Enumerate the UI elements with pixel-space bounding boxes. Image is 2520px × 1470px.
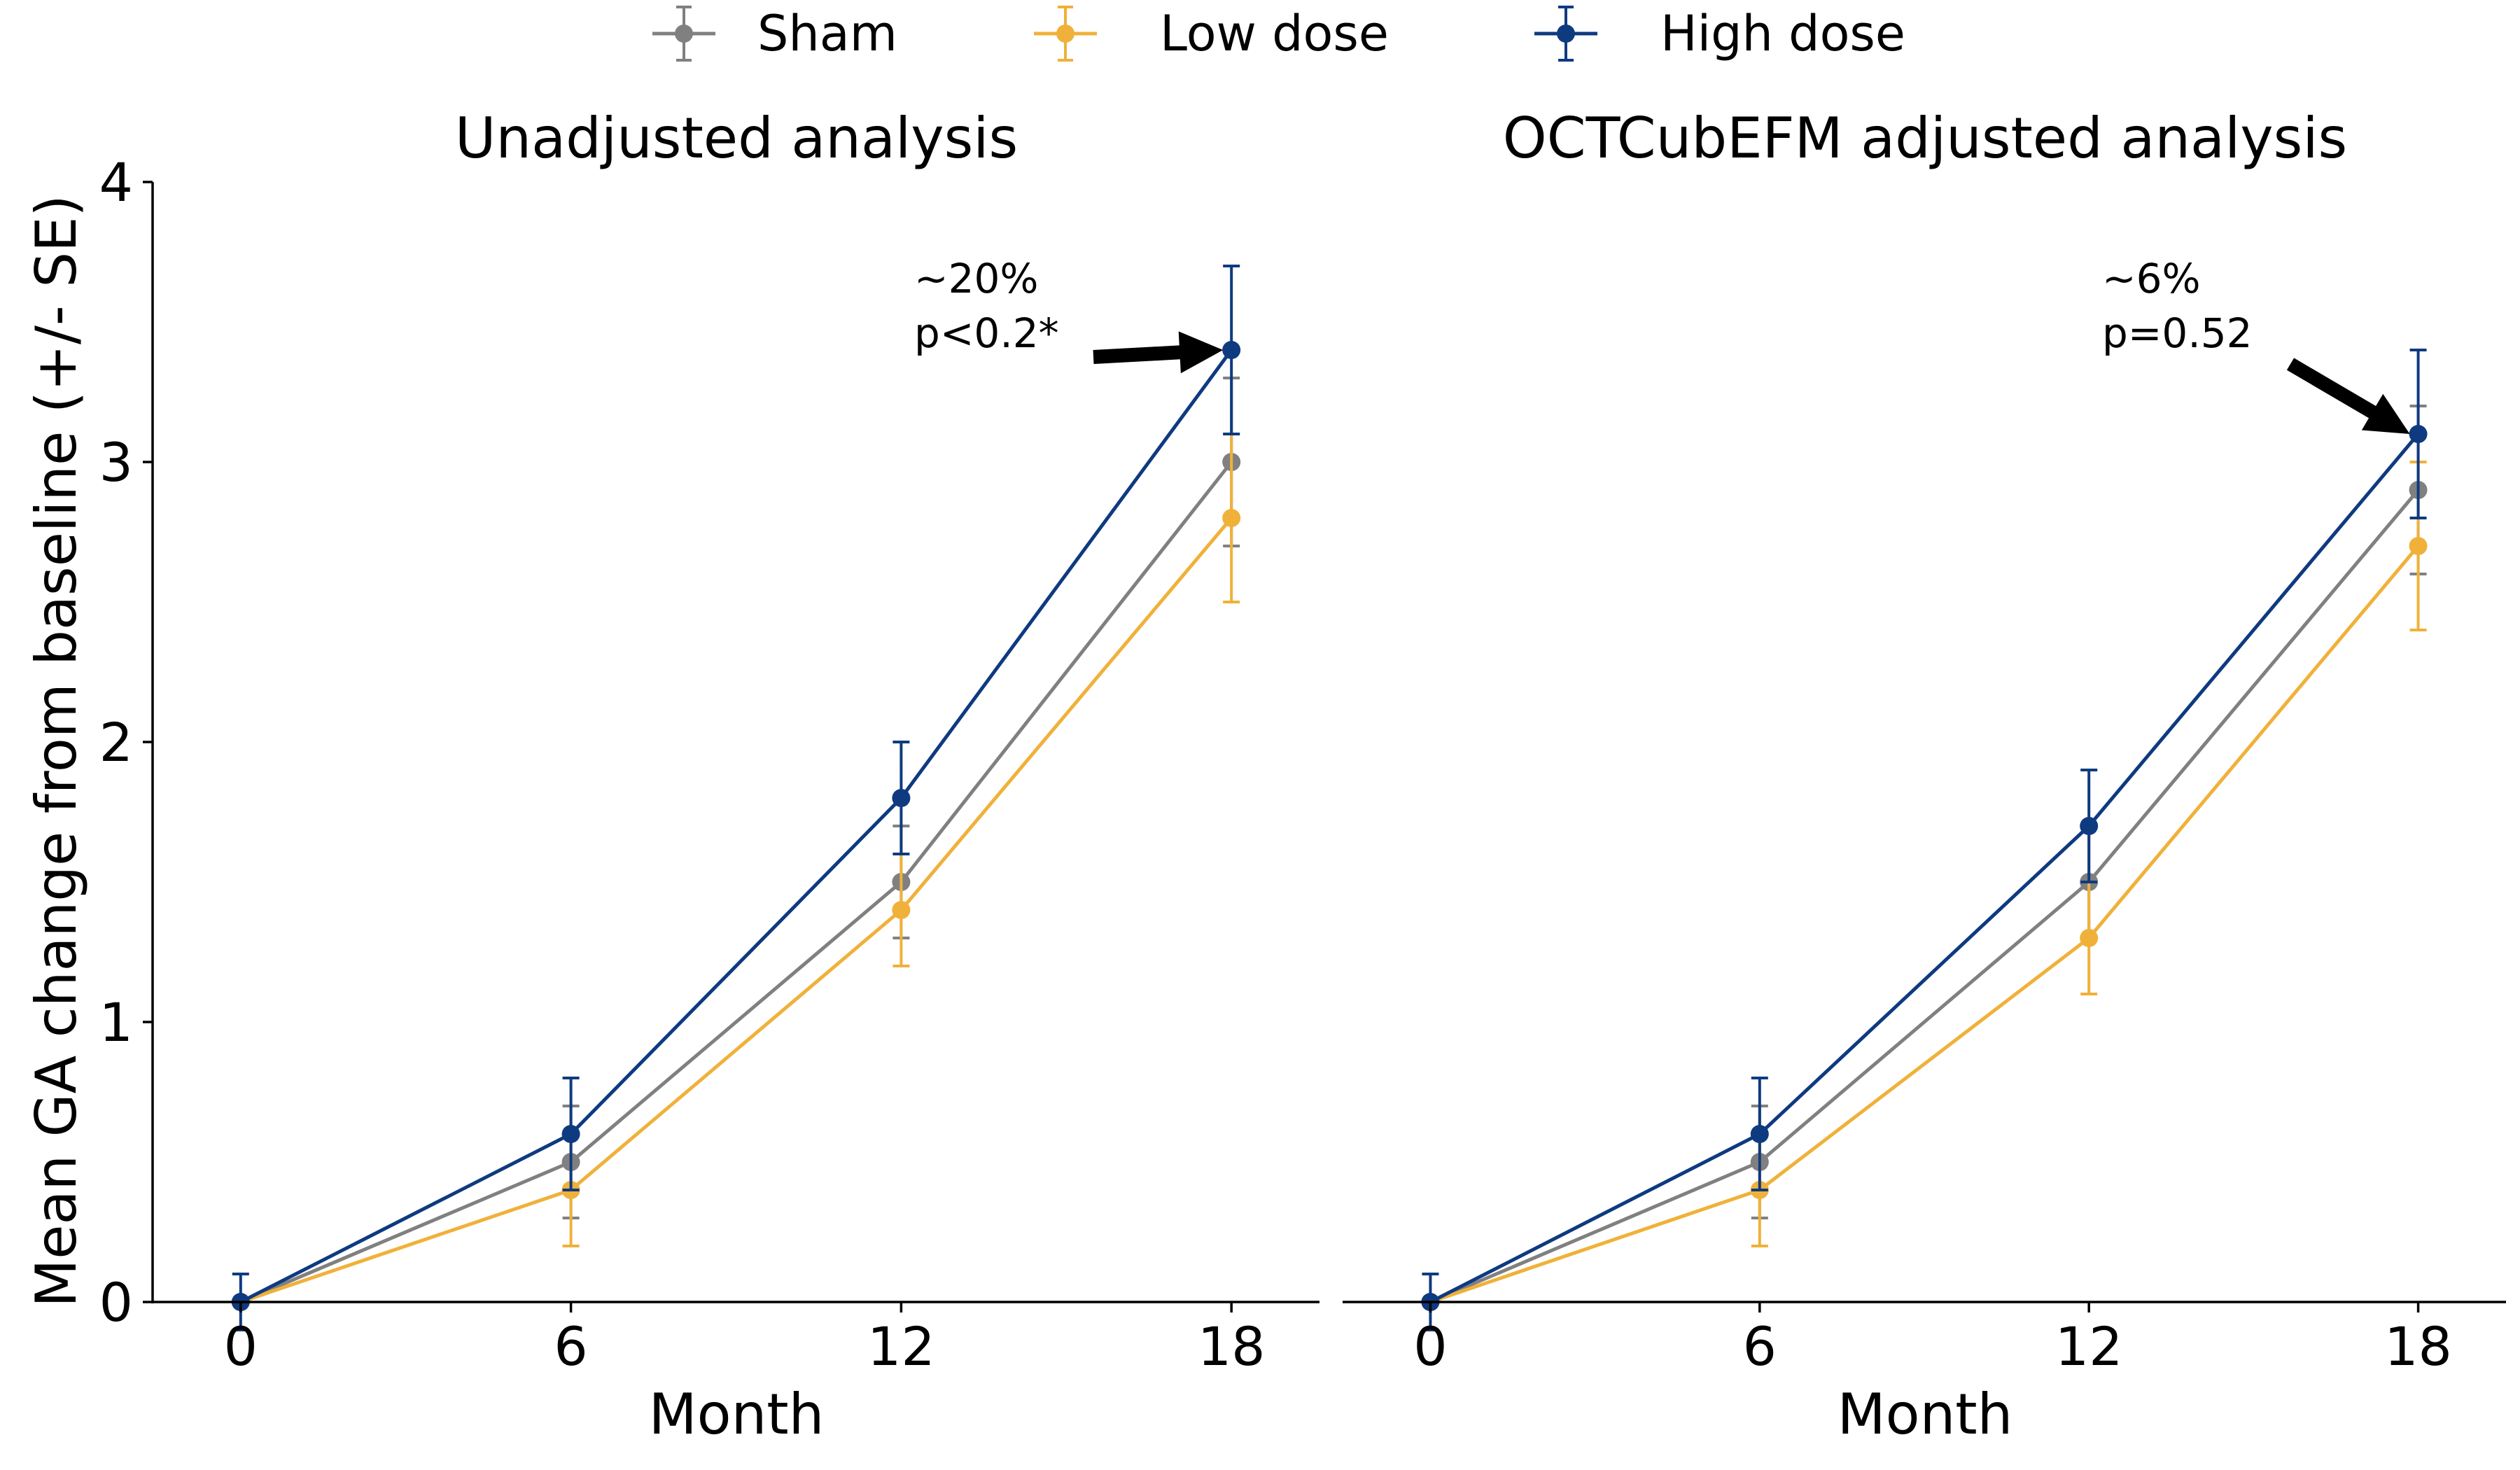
x-axis-label-unadjusted: Month [649, 1382, 825, 1447]
x-tick-label-6: 6 [554, 1315, 587, 1378]
x-tick-label-12: 12 [2055, 1315, 2123, 1378]
plot-area-unadjusted [231, 265, 1241, 1331]
x-tick-label-0: 0 [1413, 1315, 1447, 1378]
legend-entry-low-dose: Low dose [1034, 5, 1389, 62]
legend-label-low-dose: Low dose [1160, 5, 1389, 62]
data-point-high-dose [2080, 817, 2099, 835]
x-ticks-adjusted: 0 6 12 18 [1413, 1302, 2452, 1378]
y-tick-label-0: 0 [99, 1271, 133, 1334]
series-line-sham [1429, 489, 2420, 1304]
annotation-pvalue-adjusted: p=0.52 [2102, 309, 2253, 357]
legend-dot-high-dose [1557, 24, 1575, 43]
annotation-arrow-adjusted [2286, 358, 2410, 434]
legend-marker-sham [652, 6, 715, 62]
data-point-low-dose [1222, 509, 1241, 527]
panel-title-adjusted: OCTCubEFM adjusted analysis [1503, 106, 2347, 171]
data-point-low-dose [2080, 929, 2099, 947]
annotation-pvalue-unadjusted: p<0.2* [914, 309, 1059, 357]
annotation-percent-unadjusted: ~20% [914, 255, 1039, 302]
y-tick-label-1: 1 [99, 991, 133, 1054]
series-high-dose [1421, 349, 2428, 1331]
series-line-low-dose [240, 517, 1233, 1304]
x-tick-label-6: 6 [1743, 1315, 1777, 1378]
y-ticks: 0 1 2 3 4 [99, 151, 153, 1334]
legend-dot-sham [675, 24, 693, 43]
data-point-low-dose [892, 901, 911, 919]
data-point-high-dose [1222, 341, 1241, 359]
annotation-unadjusted: ~20% p<0.2* [914, 255, 1224, 374]
panel-title-unadjusted: Unadjusted analysis [455, 106, 1018, 171]
data-point-high-dose [892, 789, 911, 807]
y-tick-label-2: 2 [99, 711, 133, 774]
x-axis-label-adjusted: Month [1837, 1382, 2013, 1447]
x-tick-label-18: 18 [1198, 1315, 1266, 1378]
y-tick-label-3: 3 [99, 431, 133, 493]
legend: Sham Low dose High dose [652, 5, 1905, 62]
series-line-high-dose [239, 349, 1233, 1304]
x-tick-label-18: 18 [2384, 1315, 2452, 1378]
data-point-low-dose [2409, 537, 2428, 555]
data-point-high-dose [561, 1125, 580, 1143]
series-line-sham [239, 461, 1233, 1304]
data-point-high-dose [2409, 425, 2428, 443]
y-tick-label-4: 4 [99, 151, 133, 214]
annotation-percent-adjusted: ~6% [2102, 255, 2201, 302]
x-tick-label-12: 12 [867, 1315, 935, 1378]
legend-label-high-dose: High dose [1660, 5, 1905, 62]
panel-adjusted: OCTCubEFM adjusted analysis 0 6 12 18 Month… [1343, 106, 2506, 1447]
series-high-dose [231, 265, 1241, 1331]
legend-marker-high-dose [1534, 6, 1597, 62]
annotation-arrow-unadjusted [1093, 331, 1224, 374]
legend-entry-high-dose: High dose [1534, 5, 1905, 62]
legend-marker-low-dose [1034, 6, 1097, 62]
data-point-high-dose [1750, 1125, 1769, 1143]
annotation-adjusted: ~6% p=0.52 [2102, 255, 2410, 434]
legend-dot-low-dose [1056, 24, 1074, 43]
x-tick-label-0: 0 [224, 1315, 258, 1378]
y-axis-label: Mean GA change from baseline (+/- SE) [24, 195, 89, 1308]
plot-area-adjusted [1421, 349, 2428, 1331]
series-line-high-dose [1429, 433, 2420, 1304]
legend-entry-sham: Sham [652, 5, 897, 62]
series-line-low-dose [1429, 545, 2420, 1304]
legend-label-sham: Sham [757, 5, 897, 62]
x-ticks-unadjusted: 0 6 12 18 [224, 1302, 1266, 1378]
